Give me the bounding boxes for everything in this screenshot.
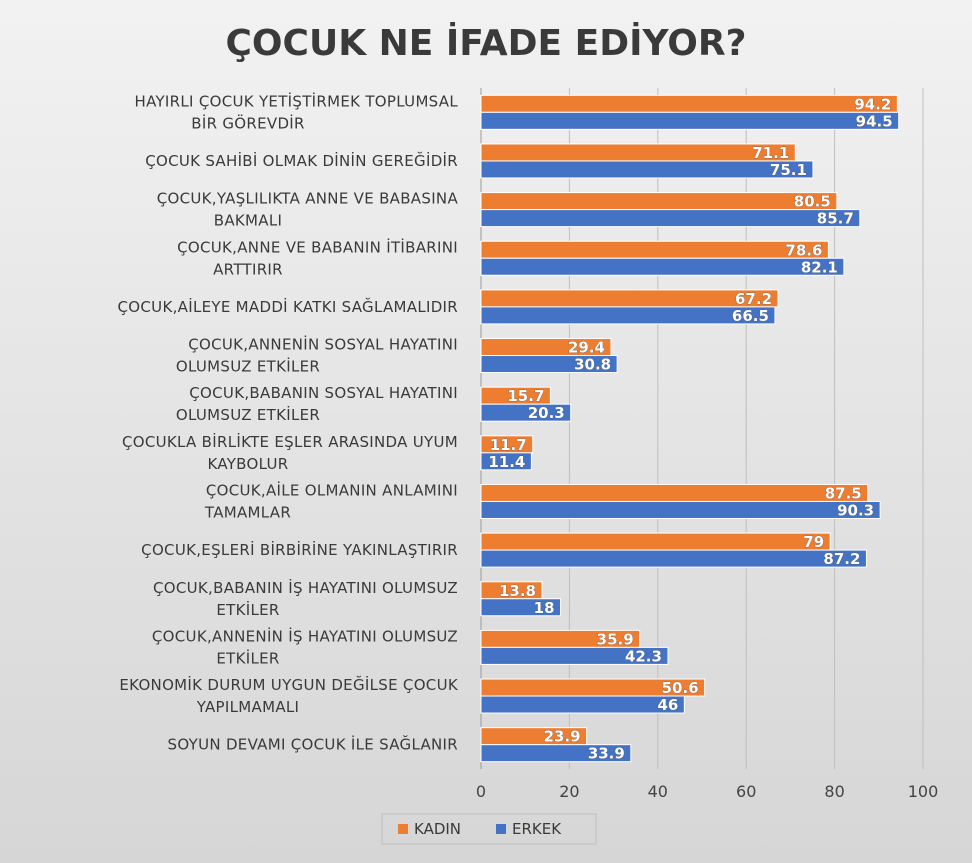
category-label: ÇOCUK,BABANIN İŞ HAYATINI OLUMSUZ (153, 578, 458, 597)
data-label: 78.6 (785, 241, 822, 259)
category-label: ÇOCUK SAHİBİ OLMAK DİNİN GEREĞİDİR (145, 151, 458, 170)
x-tick-label: 80 (824, 782, 844, 801)
bar-erkek (480, 160, 814, 179)
data-label: 42.3 (625, 647, 662, 665)
category-label: ÇOCUK,BABANIN SOSYAL HAYATINI (189, 384, 458, 402)
category-label: KAYBOLUR (207, 455, 288, 473)
data-label: 82.1 (801, 258, 838, 276)
bar-erkek (480, 257, 845, 276)
category-label: ÇOCUKLA BİRLİKTE EŞLER ARASINDA UYUM (122, 432, 458, 451)
gridlines (480, 88, 924, 769)
category-label: EKONOMİK DURUM UYGUN DEĞİLSE ÇOCUK (119, 675, 459, 694)
bar-kadin (480, 240, 829, 259)
data-label: 11.7 (490, 436, 527, 454)
bar-erkek (480, 744, 632, 763)
x-tick-label: 0 (476, 782, 486, 801)
category-label: ÇOCUK,ANNE VE BABANIN İTİBARINI (177, 237, 458, 256)
data-label: 80.5 (794, 193, 831, 211)
data-label: 23.9 (544, 728, 581, 746)
data-label: 71.1 (752, 144, 789, 162)
bar-erkek (480, 209, 861, 228)
category-label: YAPILMAMALI (196, 698, 300, 716)
bar-kadin (480, 192, 838, 211)
bar-erkek (480, 646, 669, 665)
category-label: ÇOCUK,ANNENİN SOSYAL HAYATINI (188, 335, 458, 354)
data-label: 94.2 (854, 95, 891, 113)
bar-erkek (480, 500, 881, 519)
data-label: 15.7 (507, 387, 544, 405)
data-label: 29.4 (568, 339, 605, 357)
data-label: 50.6 (662, 679, 699, 697)
bar-erkek (480, 549, 867, 568)
data-label: 13.8 (499, 582, 536, 600)
bar-kadin (480, 289, 779, 308)
bar-kadin (480, 143, 796, 162)
legend-swatch (496, 824, 506, 834)
data-label: 35.9 (597, 630, 634, 648)
category-label: ÇOCUK,YAŞLILIKTA ANNE VE BABASINA (157, 190, 459, 208)
chart-title: ÇOCUK NE İFADE EDİYOR? (226, 22, 747, 64)
data-label: 33.9 (588, 745, 625, 763)
category-label: ÇOCUK,ANNENİN İŞ HAYATINI OLUMSUZ (152, 626, 458, 645)
bar-kadin (480, 532, 831, 551)
data-label: 85.7 (817, 210, 854, 228)
category-label: BAKMALI (214, 212, 282, 230)
x-tick-label: 40 (648, 782, 668, 801)
category-label: ARTTIRIR (213, 260, 283, 278)
bars: 94.2 71.1 80.5 78.6 67.2 29.4 15.7 11.7 87.5 79 13… (480, 94, 900, 763)
bar-erkek (480, 598, 562, 617)
bar-kadin (480, 483, 869, 502)
bar-erkek (480, 306, 776, 325)
bar-erkek (480, 452, 532, 471)
data-label: 30.8 (574, 356, 611, 374)
bar-erkek (480, 111, 900, 130)
data-label: 87.5 (825, 484, 862, 502)
data-label: 11.4 (488, 453, 525, 471)
bar-erkek (480, 695, 685, 714)
bar-erkek (480, 355, 618, 374)
category-label: ETKİLER (216, 600, 279, 619)
data-label: 66.5 (732, 307, 769, 325)
x-axis-ticks: 0 20 40 60 80 100 (476, 782, 938, 801)
x-tick-label: 100 (908, 782, 939, 801)
data-label: 87.2 (823, 550, 860, 568)
category-label: ÇOCUK,AİLEYE MADDİ KATKI SAĞLAMALIDIR (118, 297, 458, 316)
legend-swatch (398, 824, 408, 834)
category-label: TAMAMLAR (204, 503, 291, 521)
category-labels: HAYIRLI ÇOCUK YETİŞTİRMEK TOPLUMSAL BİR G… (118, 91, 459, 753)
data-label: 79 (803, 533, 824, 551)
x-tick-label: 20 (559, 782, 579, 801)
data-label: 75.1 (770, 161, 807, 179)
category-label: ETKİLER (216, 648, 279, 667)
category-label: ÇOCUK,EŞLERİ BİRBİRİNE YAKINLAŞTIRIR (141, 540, 458, 559)
data-label: 67.2 (735, 290, 772, 308)
category-label: OLUMSUZ ETKİLER (176, 357, 320, 376)
data-label: 20.3 (528, 404, 565, 422)
category-label: SOYUN DEVAMI ÇOCUK İLE SAĞLANIR (168, 735, 458, 754)
legend: KADIN ERKEK (381, 813, 597, 845)
x-tick-label: 60 (736, 782, 756, 801)
category-label: HAYIRLI ÇOCUK YETİŞTİRMEK TOPLUMSAL (134, 91, 458, 110)
data-label: 94.5 (856, 112, 893, 130)
bar-erkek (480, 403, 572, 422)
legend-label: ERKEK (512, 820, 562, 838)
category-label: OLUMSUZ ETKİLER (176, 405, 320, 424)
data-label: 18 (534, 599, 555, 617)
data-label: 90.3 (837, 501, 874, 519)
bar-kadin (480, 94, 898, 113)
category-label: ÇOCUK,AİLE OLMANIN ANLAMINI (206, 480, 458, 499)
legend-box (381, 813, 597, 845)
data-label: 46 (657, 696, 678, 714)
legend-label: KADIN (414, 820, 461, 838)
category-label: BİR GÖREVDİR (191, 113, 305, 132)
